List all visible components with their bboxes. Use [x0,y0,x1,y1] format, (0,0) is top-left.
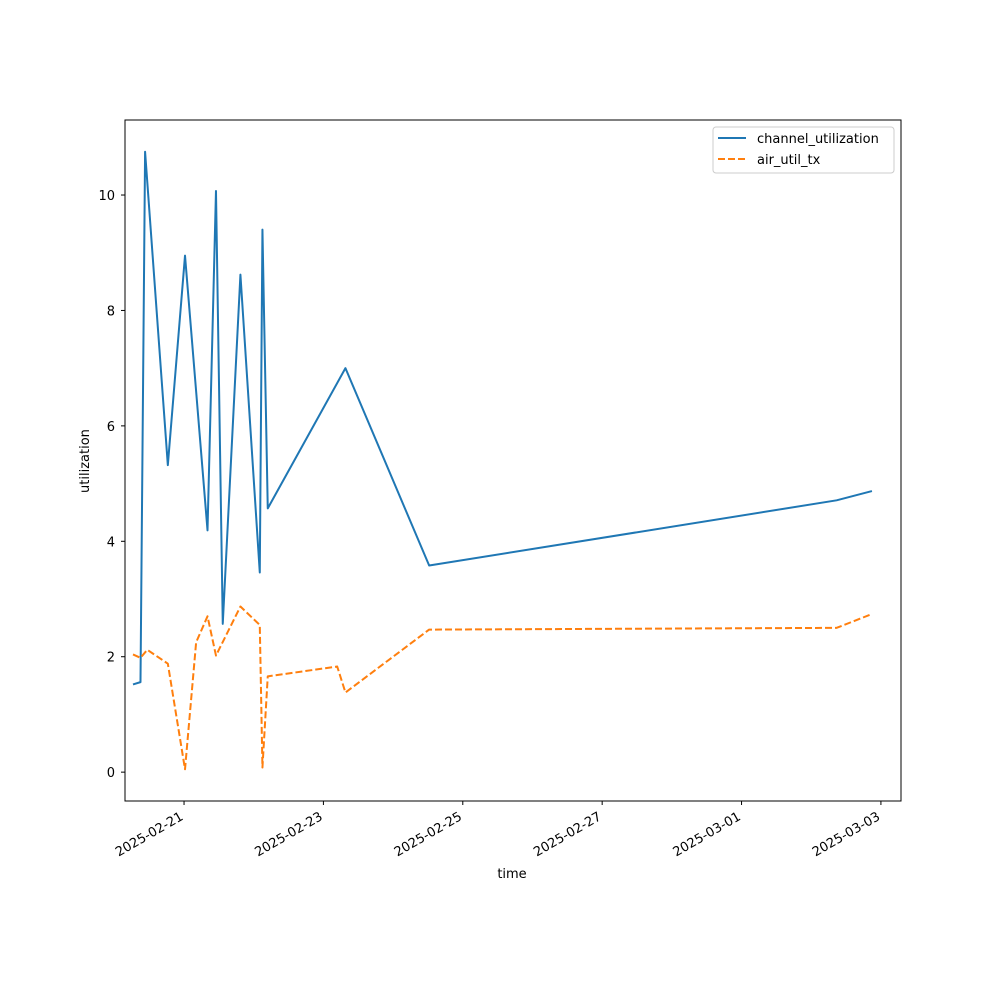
x-axis: 2025-02-21 2025-02-23 2025-02-25 2025-02-27… [113,801,883,860]
plot-lines [132,150,873,771]
y-tick-label: 10 [98,189,115,204]
plot-area-frame [124,119,902,802]
y-tick-label: 2 [107,651,115,666]
legend-frame [712,126,895,174]
x-tick-label: 2025-02-21 [113,809,186,860]
series-line-air-util-tx [132,605,873,771]
y-tick-label: 0 [107,766,115,781]
y-axis-label: utilization [78,429,93,493]
y-tick-label: 4 [107,535,115,550]
x-tick-label: 2025-03-03 [810,809,883,860]
x-axis-label: time [497,867,526,882]
x-tick-label: 2025-02-27 [531,809,604,860]
series-line-channel-utilization [132,150,873,686]
legend-label-air-util-tx: air_util_tx [757,153,821,168]
x-tick-label: 2025-03-01 [671,809,744,860]
x-tick-label: 2025-02-25 [392,809,465,860]
y-tick-label: 8 [107,304,115,319]
y-axis: 0 2 4 6 8 10 [98,189,125,781]
legend: channel_utilization air_util_tx [712,126,895,174]
x-tick-label: 2025-02-23 [252,809,325,860]
y-tick-label: 6 [107,420,115,435]
legend-label-channel-utilization: channel_utilization [757,132,879,147]
